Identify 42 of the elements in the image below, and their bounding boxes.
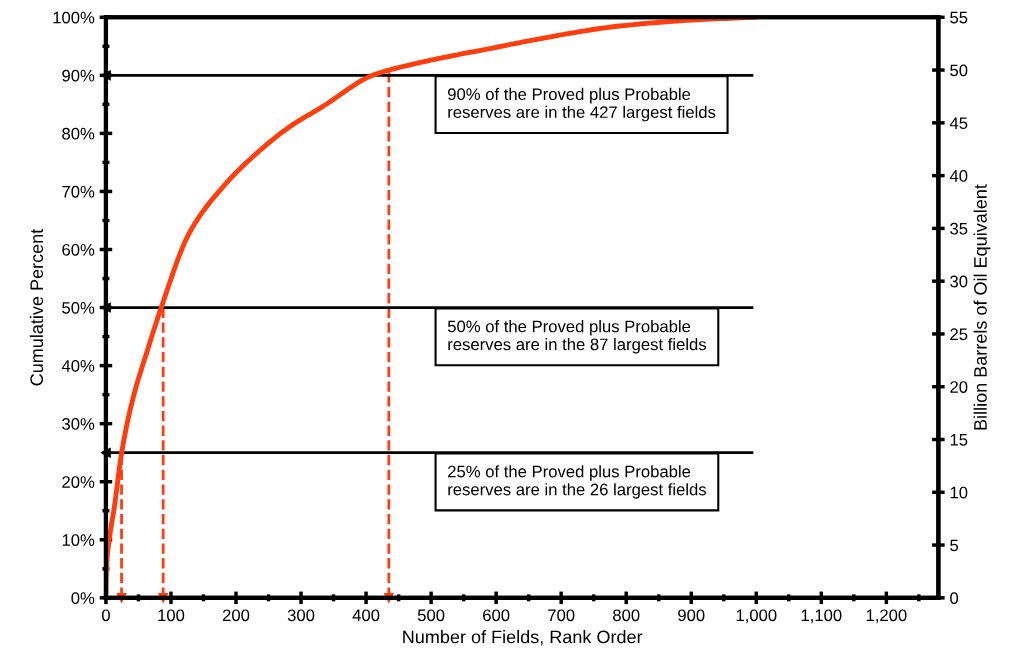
x-tick-label: 700: [548, 609, 575, 622]
x-tick-label: 500: [417, 609, 445, 622]
y-axis-title: Cumulative Percent: [29, 228, 44, 386]
y-tick-label: 50%: [62, 301, 95, 314]
y2-tick-label: 5: [950, 539, 959, 552]
y2-tick-label: 45: [949, 117, 968, 130]
y2-axis-title: Billion Barrels of Oil Equivalent: [973, 184, 991, 430]
y2-tick-label: 20: [950, 381, 968, 393]
y-tick-label: 10%: [62, 534, 95, 546]
x-tick-label: 900: [678, 609, 705, 622]
y-tick-label: 0%: [71, 592, 95, 605]
x-tick-label: 1,000: [736, 609, 777, 624]
x-tick-label: 1,100: [801, 609, 842, 624]
y2-tick-label: 0: [950, 592, 959, 605]
y2-tick-label: 55: [950, 11, 968, 24]
y2-tick-label: 30: [950, 275, 968, 288]
ref-line-label: 90% of the Proved plus Probable reserves are in the 427 largest fields: [448, 87, 716, 122]
x-tick-label: 300: [287, 609, 315, 622]
y2-tick-label: 10: [950, 486, 968, 499]
y-tick-label: 60%: [62, 243, 95, 256]
y-tick-label: 20%: [62, 476, 95, 488]
y-tick-label: 70%: [62, 185, 95, 198]
y-tick-label: 40%: [61, 360, 95, 372]
x-tick-label: 200: [222, 609, 250, 622]
ref-line-label: 25% of the Proved plus Probable reserves are in the 26 largest fields: [448, 465, 707, 499]
y2-tick-label: 35: [950, 222, 968, 235]
y2-tick-label: 50: [950, 64, 968, 77]
x-tick-label: 800: [613, 609, 640, 622]
y-tick-label: 30%: [62, 418, 95, 430]
ref-line-label: 50% of the Proved plus Probable reserves are in the 87 largest fields: [447, 320, 707, 354]
x-tick-label: 400: [352, 609, 380, 622]
y-tick-label: 80%: [62, 127, 95, 140]
x-tick-label: 100: [158, 609, 185, 622]
x-tick-label: 1,200: [866, 609, 907, 624]
y2-tick-label: 25: [950, 328, 968, 341]
y-tick-label: 90%: [62, 69, 95, 82]
y-tick-label: 100%: [53, 11, 95, 24]
x-tick-label: 600: [483, 609, 510, 622]
y2-tick-label: 15: [950, 434, 968, 446]
x-tick-label: 0: [101, 609, 110, 622]
x-axis-title: Number of Fields, Rank Order: [403, 630, 643, 646]
y2-tick-label: 40: [949, 170, 968, 182]
